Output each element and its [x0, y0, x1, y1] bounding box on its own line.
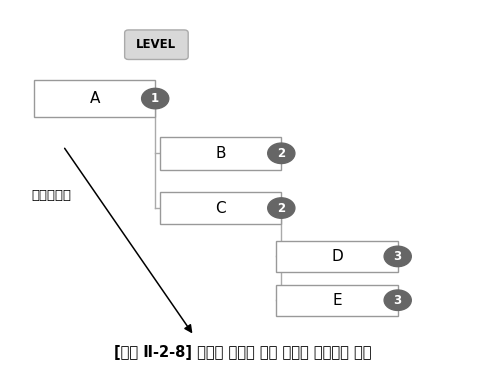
Text: B: B	[215, 146, 226, 161]
Text: 순방향전개: 순방향전개	[31, 189, 71, 202]
Text: C: C	[215, 200, 226, 216]
Text: LEVEL: LEVEL	[136, 38, 176, 51]
Circle shape	[383, 246, 410, 266]
Text: 3: 3	[393, 294, 401, 307]
Bar	[276, 241, 397, 272]
Circle shape	[141, 88, 168, 109]
Text: 2: 2	[277, 147, 285, 160]
Text: 1: 1	[151, 92, 159, 105]
Text: D: D	[331, 249, 342, 264]
Circle shape	[383, 290, 410, 310]
Circle shape	[267, 143, 294, 164]
Bar	[34, 80, 155, 117]
Text: [그림 Ⅱ-2-8] 순방향 계층형 질의 결과의 논리적인 모습: [그림 Ⅱ-2-8] 순방향 계층형 질의 결과의 논리적인 모습	[114, 345, 370, 360]
Text: A: A	[89, 91, 100, 106]
Text: E: E	[332, 293, 341, 308]
Bar	[276, 285, 397, 316]
Circle shape	[267, 198, 294, 218]
Text: 3: 3	[393, 250, 401, 263]
FancyBboxPatch shape	[124, 30, 188, 59]
Text: 2: 2	[277, 201, 285, 215]
Bar	[160, 192, 281, 224]
Bar	[160, 137, 281, 170]
